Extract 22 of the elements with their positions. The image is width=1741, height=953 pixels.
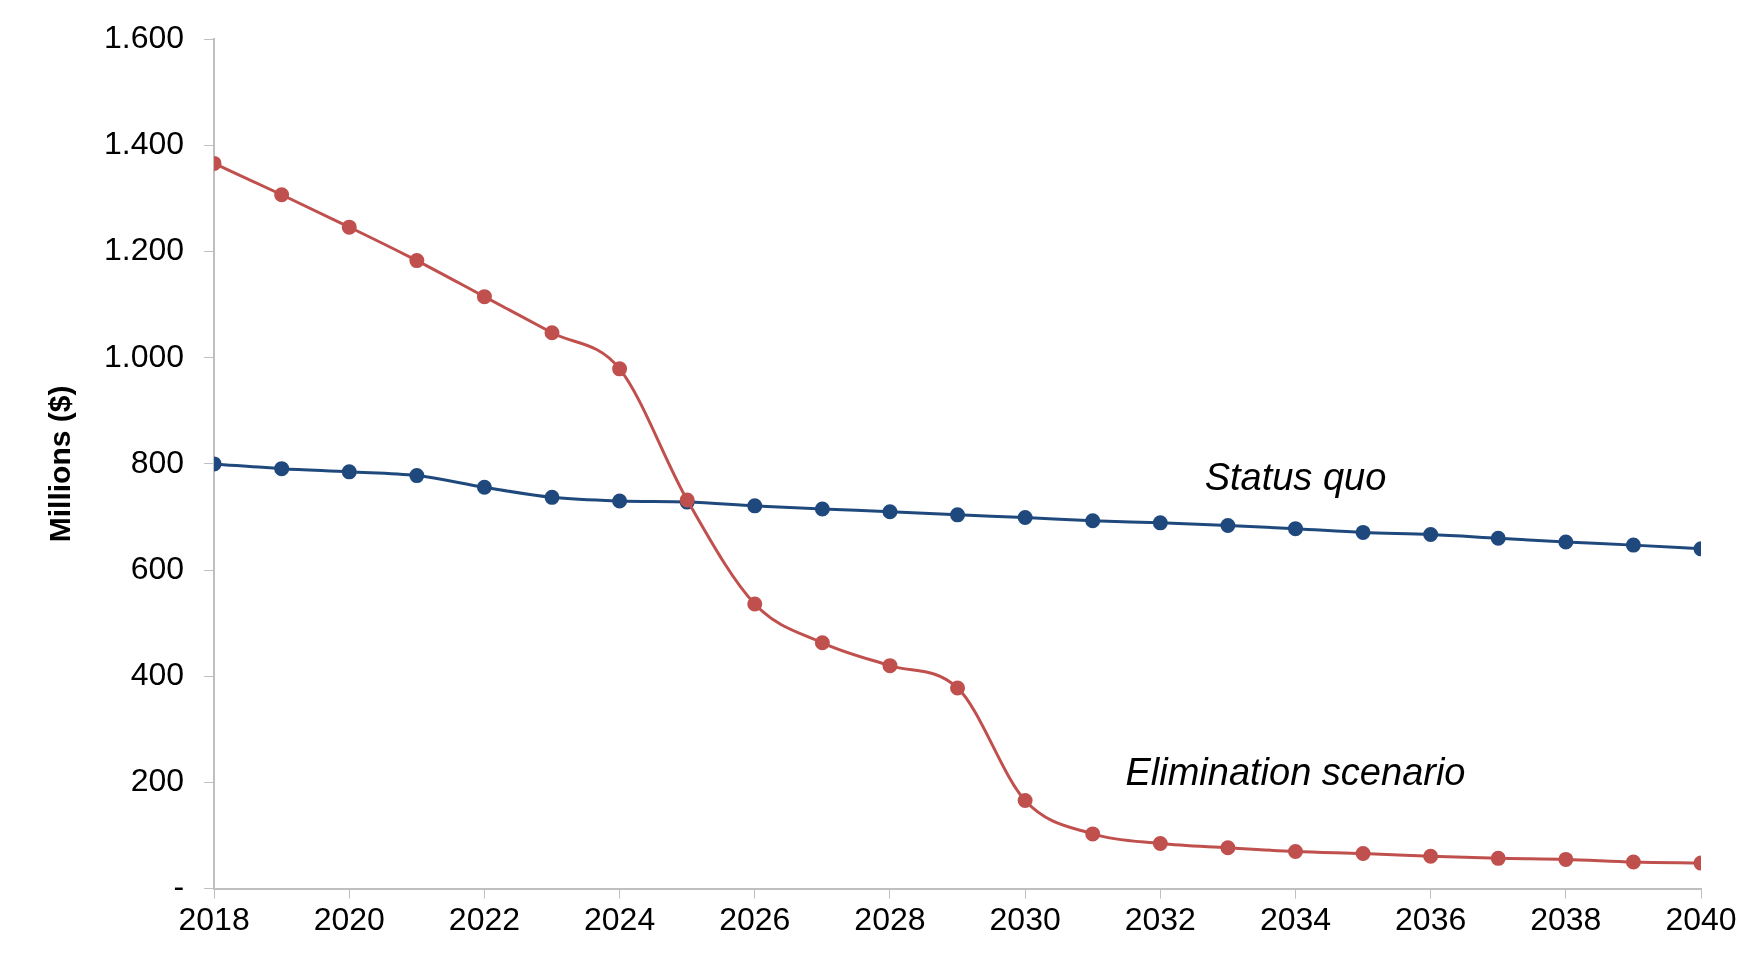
y-tick-label: 1.400 (104, 125, 185, 162)
x-tick-label: 2020 (313, 900, 385, 937)
y-tick-label: 1.200 (104, 231, 185, 268)
series-label: Status quo (1204, 456, 1387, 499)
x-tick-label: 2030 (989, 900, 1061, 937)
y-tick-label: 1.600 (104, 19, 185, 56)
x-tick-label: 2036 (1395, 900, 1467, 937)
series-label: Elimination scenario (1125, 751, 1466, 794)
x-tick-label: 2040 (1665, 900, 1737, 937)
y-tick-label: 800 (130, 443, 185, 480)
x-tick-label: 2024 (584, 900, 656, 937)
y-tick-label: 400 (130, 656, 185, 693)
x-tick-label: 2038 (1530, 900, 1602, 937)
x-tick-label: 2026 (719, 900, 791, 937)
x-tick-label: 2034 (1259, 900, 1332, 937)
y-tick-label: 200 (130, 762, 185, 799)
x-tick-label: 2022 (448, 900, 521, 937)
y-tick-label: 1.000 (104, 337, 185, 374)
x-tick-label: 2028 (854, 900, 926, 937)
y-axis-title: Millions ($) (43, 385, 77, 543)
x-tick-label: 2032 (1124, 900, 1196, 937)
y-tick-label: 600 (130, 549, 185, 586)
